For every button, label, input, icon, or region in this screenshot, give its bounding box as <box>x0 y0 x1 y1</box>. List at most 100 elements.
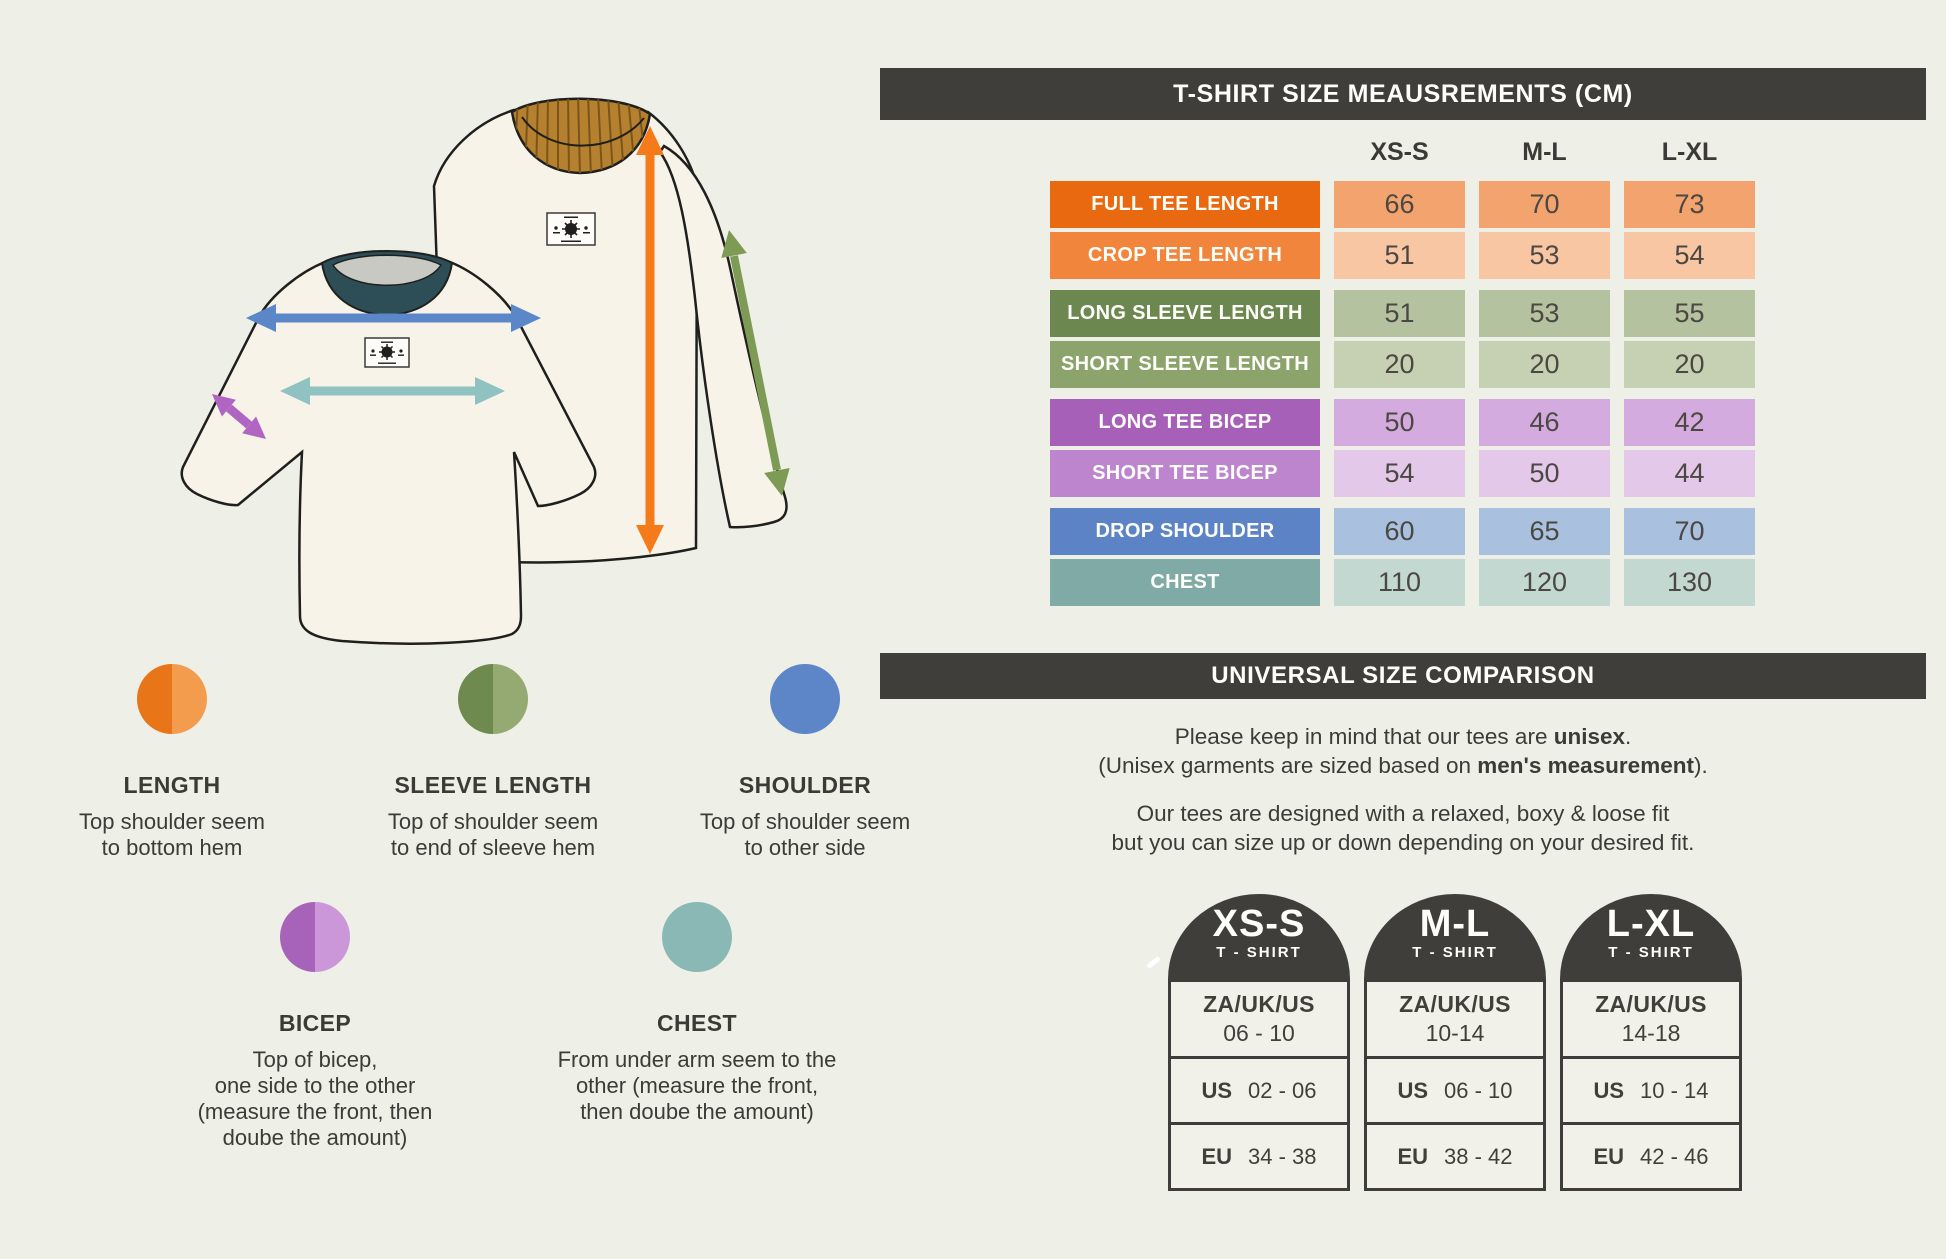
fit-note: Our tees are designed with a relaxed, bo… <box>880 799 1926 857</box>
column-header-m-l: M-L <box>1522 138 1567 166</box>
value-cell: 46 <box>1479 399 1610 446</box>
us-row: US 10 - 14 <box>1563 1056 1739 1122</box>
bicep-arrow <box>212 394 266 439</box>
value-cell: 51 <box>1334 290 1465 337</box>
column-header-l-xl: L-XL <box>1661 138 1718 166</box>
measurements-title-bar: T-SHIRT SIZE MEAUSREMENTS (CM) <box>880 68 1926 120</box>
row-label: CHEST <box>1050 559 1320 606</box>
decorative-spark <box>1146 955 1161 970</box>
legend-title: CHEST <box>657 1010 737 1036</box>
value-cell: 65 <box>1479 508 1610 555</box>
row-label: SHORT TEE BICEP <box>1050 450 1320 497</box>
legend-description: Top shoulder seem to bottom hem <box>79 809 265 860</box>
legend-description: Top of shoulder seem to other side <box>699 809 911 860</box>
value-cell: 20 <box>1624 341 1755 388</box>
row-long-tee-bicep: LONG TEE BICEP 50 46 42 <box>1050 399 1755 446</box>
brand-label-patch-front <box>364 337 410 368</box>
brand-label-patch-back <box>546 212 596 246</box>
long-tee-sleeve <box>658 144 788 529</box>
size-panel: T-SHIRT SIZE MEAUSREMENTS (CM) XS-S M-L … <box>880 0 1926 1259</box>
row-short-tee-bicep: SHORT TEE BICEP 54 50 44 <box>1050 450 1755 497</box>
unisex-note: Please keep in mind that our tees are un… <box>880 722 1926 780</box>
value-cell: 50 <box>1334 399 1465 446</box>
legend-item-length: LENGTH Top shoulder seem to bottom hem <box>0 664 362 861</box>
size-column-m-l: M-L T - SHIRT ZA/UK/US 10-14 US 06 - 10 … <box>1364 894 1546 1191</box>
measurements-title: T-SHIRT SIZE MEAUSREMENTS (CM) <box>1173 79 1633 108</box>
note-line: Please keep in mind that our tees are un… <box>1174 724 1632 749</box>
eu-row: EU 42 - 46 <box>1563 1122 1739 1188</box>
size-column-l-xl: L-XL T - SHIRT ZA/UK/US 14-18 US 10 - 14… <box>1560 894 1742 1191</box>
sun-logo-icon <box>370 341 404 364</box>
value-cell: 70 <box>1479 181 1610 228</box>
za-uk-us-row: ZA/UK/US 14-18 <box>1595 991 1707 1046</box>
value-cell: 20 <box>1334 341 1465 388</box>
note-line: but you can size up or down depending on… <box>1111 830 1695 855</box>
legend-description: From under arm seem to the other (measur… <box>557 1047 837 1124</box>
row-label: LONG SLEEVE LENGTH <box>1050 290 1320 337</box>
legend-item-sleeve-length: SLEEVE LENGTH Top of shoulder seem to en… <box>303 664 683 861</box>
row-label: FULL TEE LENGTH <box>1050 181 1320 228</box>
sleeve-length-arrow <box>721 230 790 496</box>
ribbed-collar <box>510 97 652 175</box>
row-crop-tee-length: CROP TEE LENGTH 51 53 54 <box>1050 232 1755 279</box>
chest-color-icon <box>662 902 732 972</box>
row-label: LONG TEE BICEP <box>1050 399 1320 446</box>
legend-item-shoulder: SHOULDER Top of shoulder seem to other s… <box>615 664 995 861</box>
size-column-headers: XS-S M-L L-XL <box>1050 138 1755 167</box>
legend-item-bicep: BICEP Top of bicep, one side to the othe… <box>125 902 505 1151</box>
legend-item-chest: CHEST From under arm seem to the other (… <box>507 902 887 1125</box>
value-cell: 54 <box>1624 232 1755 279</box>
value-cell: 66 <box>1334 181 1465 228</box>
value-cell: 20 <box>1479 341 1610 388</box>
legend-title: LENGTH <box>123 772 221 798</box>
value-cell: 42 <box>1624 399 1755 446</box>
size-box: ZA/UK/US 06 - 10 US 02 - 06 EU 34 - 38 <box>1168 979 1350 1191</box>
value-cell: 44 <box>1624 450 1755 497</box>
za-uk-us-row: ZA/UK/US 06 - 10 <box>1203 991 1315 1046</box>
spacer <box>1050 138 1320 167</box>
row-full-tee-length: FULL TEE LENGTH 66 70 73 <box>1050 181 1755 228</box>
za-uk-us-row: ZA/UK/US 10-14 <box>1399 991 1511 1046</box>
us-row: US 06 - 10 <box>1367 1056 1543 1122</box>
size-box: ZA/UK/US 10-14 US 06 - 10 EU 38 - 42 <box>1364 979 1546 1191</box>
size-column-xs-s: XS-S T - SHIRT ZA/UK/US 06 - 10 US 02 - … <box>1168 894 1350 1191</box>
universal-size-table: XS-S T - SHIRT ZA/UK/US 06 - 10 US 02 - … <box>1168 894 1742 1191</box>
sleeve-length-color-icon <box>458 664 528 734</box>
row-label: DROP SHOULDER <box>1050 508 1320 555</box>
eu-row: EU 38 - 42 <box>1367 1122 1543 1188</box>
value-cell: 54 <box>1334 450 1465 497</box>
size-arch: XS-S T - SHIRT <box>1168 894 1350 979</box>
value-cell: 50 <box>1479 450 1610 497</box>
legend-title: BICEP <box>278 1010 352 1036</box>
value-cell: 73 <box>1624 181 1755 228</box>
value-cell: 51 <box>1334 232 1465 279</box>
value-cell: 130 <box>1624 559 1755 606</box>
us-row: US 02 - 06 <box>1171 1056 1347 1122</box>
legend-title: SHOULDER <box>738 772 872 798</box>
value-cell: 53 <box>1479 232 1610 279</box>
shoulder-arrow <box>246 304 541 332</box>
row-label: SHORT SLEEVE LENGTH <box>1050 341 1320 388</box>
size-arch: L-XL T - SHIRT <box>1560 894 1742 979</box>
value-cell: 120 <box>1479 559 1610 606</box>
row-label: CROP TEE LENGTH <box>1050 232 1320 279</box>
bicep-color-icon <box>280 902 350 972</box>
shoulder-color-icon <box>770 664 840 734</box>
chest-arrow <box>280 377 505 405</box>
comparison-title: UNIVERSAL SIZE COMPARISON <box>1211 662 1595 689</box>
length-arrow <box>636 126 664 554</box>
size-box: ZA/UK/US 14-18 US 10 - 14 EU 42 - 46 <box>1560 979 1742 1191</box>
row-long-sleeve-length: LONG SLEEVE LENGTH 51 53 55 <box>1050 290 1755 337</box>
measurements-table: FULL TEE LENGTH 66 70 73 CROP TEE LENGTH… <box>1050 181 1755 606</box>
note-line: Our tees are designed with a relaxed, bo… <box>1136 801 1670 826</box>
sun-logo-icon <box>553 216 590 242</box>
length-color-icon <box>137 664 207 734</box>
value-cell: 53 <box>1479 290 1610 337</box>
legend-description: Top of bicep, one side to the other (mea… <box>197 1047 433 1150</box>
note-line: (Unisex garments are sized based on men'… <box>1098 753 1708 778</box>
eu-row: EU 34 - 38 <box>1171 1122 1347 1188</box>
value-cell: 110 <box>1334 559 1465 606</box>
front-collar <box>320 250 454 317</box>
value-cell: 55 <box>1624 290 1755 337</box>
